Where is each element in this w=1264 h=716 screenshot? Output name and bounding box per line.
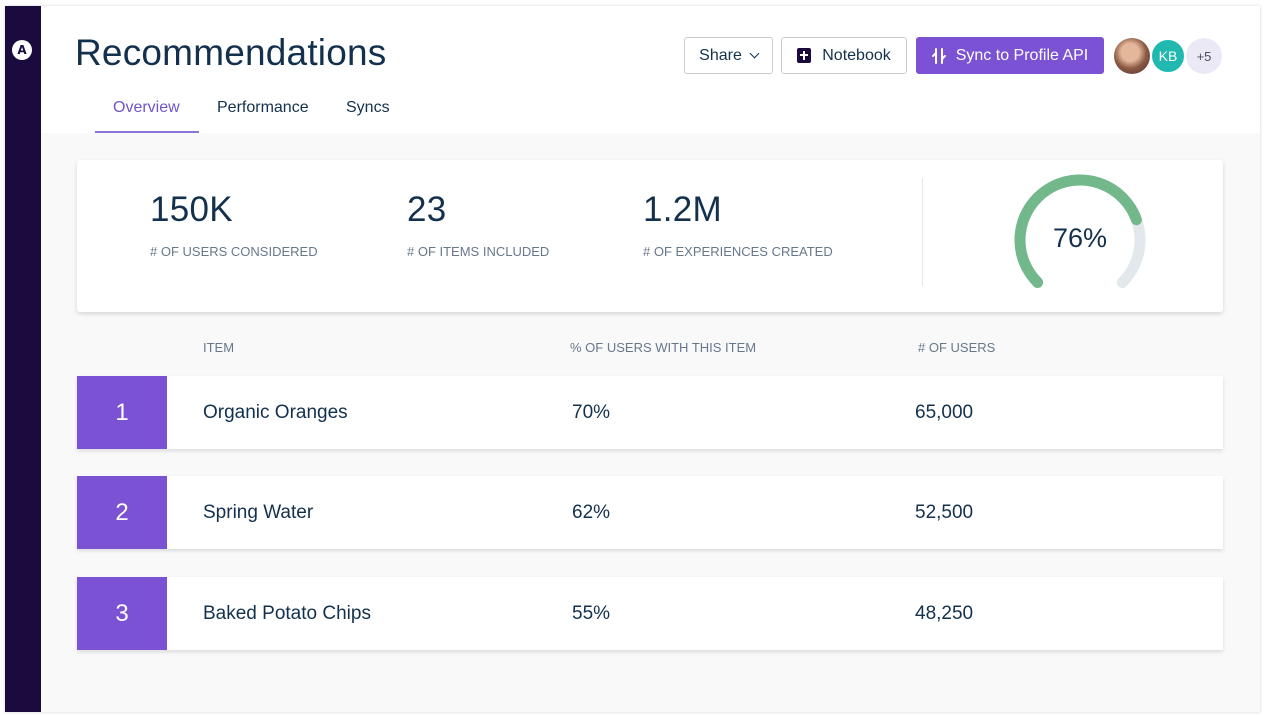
logo-letter: A <box>17 43 27 57</box>
gauge-label: 76% <box>1053 223 1107 253</box>
stat-label: # OF EXPERIENCES CREATED <box>643 244 833 259</box>
notebook-label: Notebook <box>822 46 891 64</box>
column-header-users: # OF USERS <box>918 340 996 355</box>
table-row[interactable]: 2 Spring Water 62% 52,500 <box>77 476 1223 549</box>
tab-overview[interactable]: Overview <box>95 90 199 133</box>
page-title: Recommendations <box>75 32 387 73</box>
item-name: Spring Water <box>203 501 314 523</box>
rank-badge: 1 <box>77 376 167 449</box>
stat-value: 23 <box>407 190 447 229</box>
app-window: A Recommendations Overview Performance S… <box>5 6 1260 712</box>
stat-value: 150K <box>150 190 233 229</box>
item-name: Organic Oranges <box>203 401 348 423</box>
avatar[interactable] <box>1114 38 1150 74</box>
more-collaborators-badge[interactable]: +5 <box>1186 38 1222 74</box>
app-logo-icon[interactable]: A <box>12 40 32 60</box>
item-users: 52,500 <box>915 501 974 523</box>
stat-users-considered: 150K # OF USERS CONSIDERED <box>150 190 318 259</box>
summary-card: 150K # OF USERS CONSIDERED 23 # OF ITEMS… <box>77 160 1223 312</box>
sync-icon <box>931 47 946 64</box>
column-header-percent: % OF USERS WITH THIS ITEM <box>570 340 757 355</box>
stat-label: # OF ITEMS INCLUDED <box>407 244 550 259</box>
rank-badge: 3 <box>77 577 167 650</box>
stat-label: # OF USERS CONSIDERED <box>150 244 318 259</box>
coverage-gauge: 76% <box>1014 174 1146 288</box>
item-percent: 55% <box>572 602 611 624</box>
item-users: 48,250 <box>915 602 974 624</box>
gauge-fill <box>1014 174 1142 288</box>
chevron-down-icon <box>749 48 760 59</box>
stat-items-included: 23 # OF ITEMS INCLUDED <box>407 190 549 259</box>
page-header: Recommendations Overview Performance Syn… <box>41 6 1260 133</box>
rank-badge: 2 <box>77 476 167 549</box>
divider <box>922 178 923 286</box>
notebook-button[interactable]: Notebook <box>781 37 907 74</box>
item-percent: 62% <box>572 501 611 523</box>
tab-syncs[interactable]: Syncs <box>346 99 390 116</box>
table-row[interactable]: 1 Organic Oranges 70% 65,000 <box>77 376 1223 449</box>
tab-performance[interactable]: Performance <box>217 99 309 116</box>
stat-experiences-created: 1.2M # OF EXPERIENCES CREATED <box>643 190 833 259</box>
item-percent: 70% <box>572 401 611 423</box>
share-button[interactable]: Share <box>684 37 773 74</box>
notebook-icon <box>797 48 812 63</box>
item-name: Baked Potato Chips <box>203 602 371 624</box>
avatar-kb[interactable]: KB <box>1150 38 1186 74</box>
table-row[interactable]: 3 Baked Potato Chips 55% 48,250 <box>77 577 1223 650</box>
item-users: 65,000 <box>915 401 974 423</box>
column-header-item: ITEM <box>203 340 235 355</box>
left-nav: A <box>5 6 41 712</box>
share-label: Share <box>699 46 742 64</box>
sync-to-profile-api-button[interactable]: Sync to Profile API <box>916 37 1104 74</box>
sync-label: Sync to Profile API <box>955 46 1089 64</box>
stat-value: 1.2M <box>643 190 723 229</box>
